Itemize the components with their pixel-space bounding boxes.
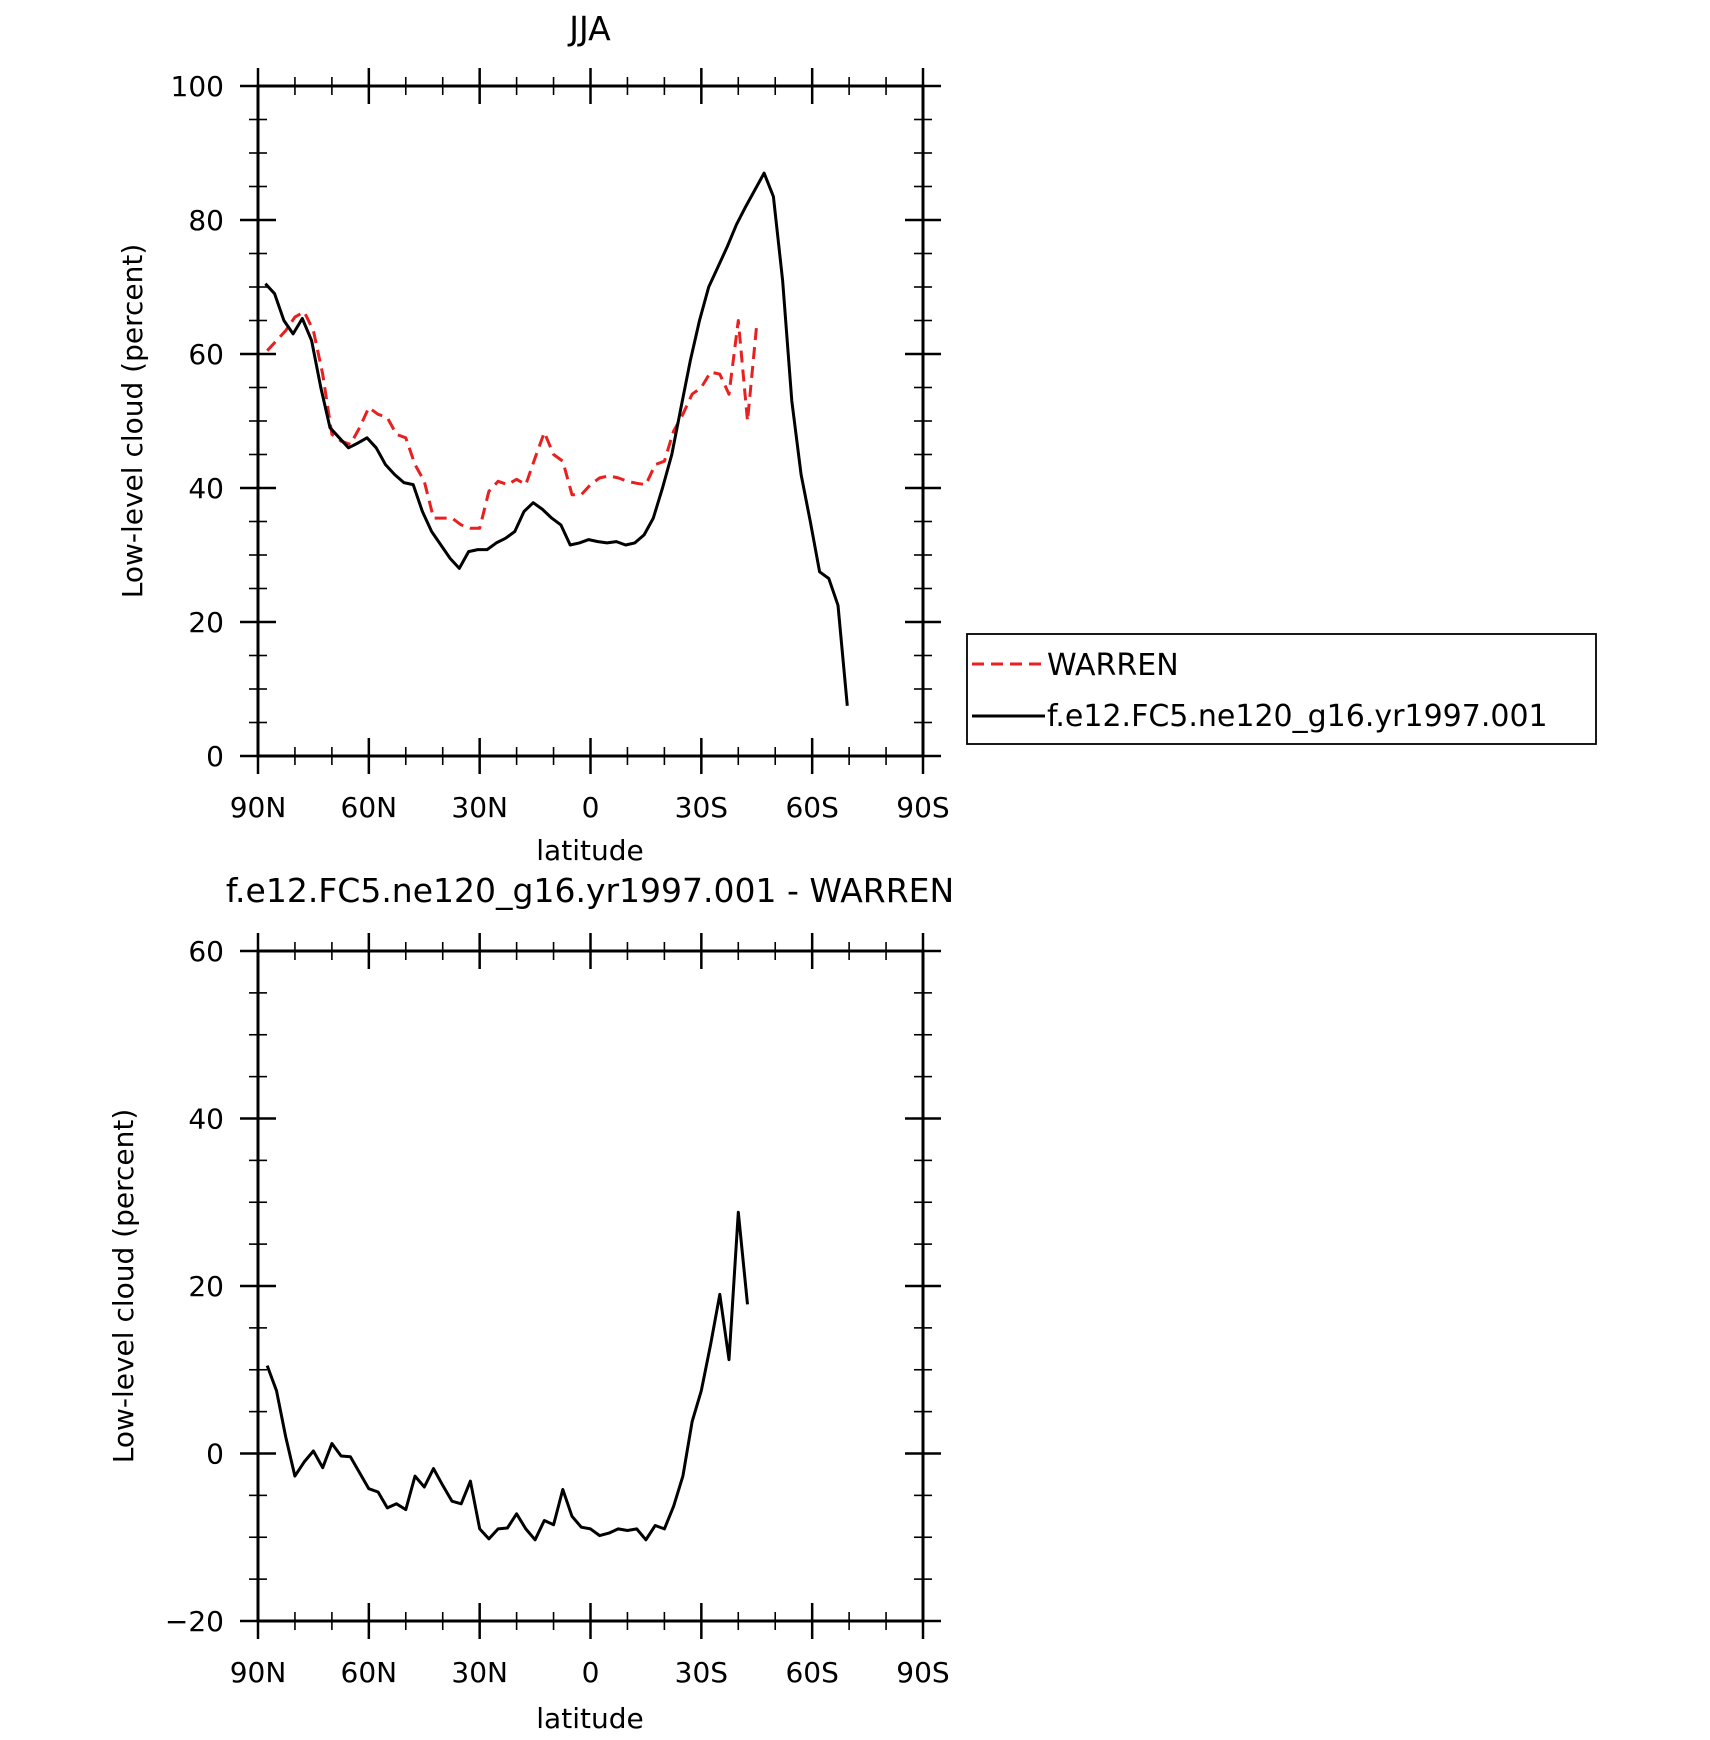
legend-label-model: f.e12.FC5.ne120_g16.yr1997.001 (1047, 699, 1548, 734)
top-x-tick-label: 90N (230, 791, 287, 824)
bottom-x-tick-label: 60N (341, 1656, 398, 1689)
bottom-panel-y-axis-label: Low-level cloud (percent) (107, 1109, 140, 1464)
legend-box (966, 633, 1597, 745)
bottom-panel-x-tick-labels: 90N 60N 30N 0 30S 60S 90S (230, 1656, 950, 1689)
top-y-tick-label: 40 (188, 472, 224, 505)
top-x-tick-label: 0 (582, 791, 600, 824)
top-series-line-model (264, 171, 849, 706)
top-panel-x-axis-label: latitude (536, 834, 643, 867)
bottom-panel-major-ticks (240, 933, 941, 1639)
bottom-series-line-difference (265, 1210, 749, 1542)
top-panel-major-ticks (240, 68, 941, 774)
legend-label-warren: WARREN (1047, 648, 1179, 683)
top-panel-y-tick-labels: 0 20 40 60 80 100 (171, 70, 224, 773)
top-x-tick-label: 60S (785, 791, 838, 824)
top-x-tick-label: 90S (896, 791, 949, 824)
top-panel-frame (256, 84, 925, 758)
bottom-y-tick-label: 20 (188, 1270, 224, 1303)
top-series-line-warren (266, 310, 759, 530)
top-panel-minor-ticks (249, 77, 932, 765)
bottom-panel-y-tick-labels: −20 0 20 40 60 (165, 935, 224, 1638)
bottom-panel-title: f.e12.FC5.ne120_g16.yr1997.001 - WARREN (226, 871, 954, 910)
top-panel-x-tick-labels: 90N 60N 30N 0 30S 60S 90S (230, 791, 950, 824)
top-x-tick-label: 30S (675, 791, 728, 824)
bottom-y-tick-label: −20 (165, 1605, 224, 1638)
bottom-y-tick-label: 0 (206, 1438, 224, 1471)
top-x-tick-label: 30N (451, 791, 508, 824)
top-y-tick-label: 80 (188, 204, 224, 237)
bottom-panel: f.e12.FC5.ne120_g16.yr1997.001 - WARREN … (107, 871, 954, 1735)
bottom-x-tick-label: 90N (230, 1656, 287, 1689)
top-panel-y-axis-label: Low-level cloud (percent) (116, 244, 149, 599)
top-panel-series (264, 171, 849, 706)
top-y-tick-label: 60 (188, 338, 224, 371)
bottom-x-tick-label: 30S (675, 1656, 728, 1689)
bottom-x-tick-label: 30N (451, 1656, 508, 1689)
top-y-tick-label: 100 (171, 70, 224, 103)
bottom-x-tick-label: 90S (896, 1656, 949, 1689)
top-x-tick-label: 60N (341, 791, 398, 824)
bottom-x-tick-label: 0 (582, 1656, 600, 1689)
top-y-tick-label: 20 (188, 606, 224, 639)
bottom-x-tick-label: 60S (785, 1656, 838, 1689)
top-y-tick-label: 0 (206, 740, 224, 773)
bottom-y-tick-label: 40 (188, 1103, 224, 1136)
bottom-panel-x-axis-label: latitude (536, 1702, 643, 1735)
bottom-panel-minor-ticks (249, 942, 932, 1630)
top-panel: JJA 90N 60N 30N 0 30S 60S 90S 0 20 40 60 80 100 lat… (116, 9, 1597, 867)
bottom-panel-frame (256, 949, 925, 1623)
top-panel-title: JJA (567, 9, 611, 48)
bottom-y-tick-label: 60 (188, 935, 224, 968)
bottom-panel-series (265, 1210, 749, 1542)
legend: WARREN f.e12.FC5.ne120_g16.yr1997.001 (966, 633, 1597, 745)
